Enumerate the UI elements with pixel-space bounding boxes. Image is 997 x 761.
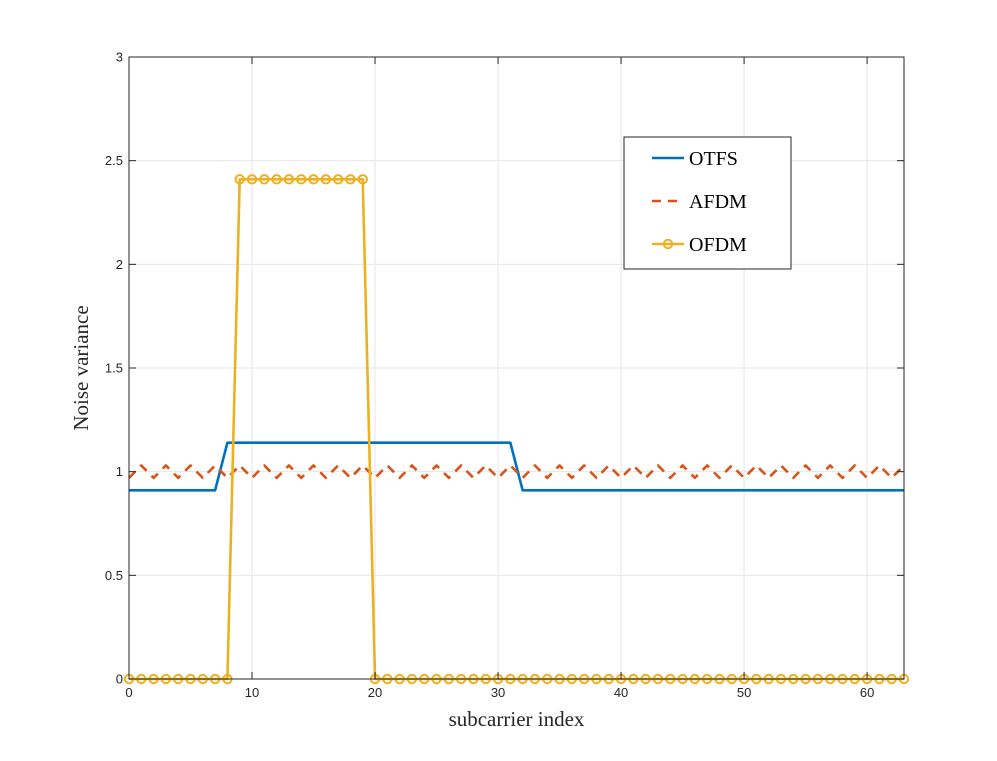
otfs-series-line (129, 441, 904, 492)
x-tick-label: 30 (491, 685, 505, 700)
y-tick-label: 1.5 (105, 361, 123, 376)
ofdm-point (283, 174, 295, 185)
ofdm-point (246, 174, 258, 185)
legend-label-afdm: AFDM (689, 191, 747, 213)
ticks: 0 10 20 30 40 50 60 0 0.5 1 1.5 2 2.5 3 (105, 50, 904, 700)
ofdm-point (320, 174, 332, 185)
ofdm-point (296, 174, 307, 185)
y-tick-label: 2.5 (105, 153, 123, 168)
ofdm-point (308, 174, 319, 185)
y-axis-label: Noise variance (69, 305, 93, 430)
x-axis-label: subcarrier index (449, 707, 585, 731)
ofdm-point (332, 174, 344, 185)
afdm-series-line (128, 464, 905, 480)
x-tick-label: 40 (614, 685, 628, 700)
x-tick-label: 60 (860, 685, 874, 700)
x-tick-label: 0 (125, 685, 132, 700)
y-tick-label: 2 (116, 257, 123, 272)
x-tick-label: 20 (368, 685, 382, 700)
ofdm-point (234, 174, 245, 185)
legend-label-otfs: OTFS (689, 148, 738, 170)
legend-box (623, 136, 792, 270)
ofdm-point (259, 174, 270, 185)
legend-marker-ofdm (662, 238, 674, 250)
legend-label-ofdm: OFDM (689, 234, 747, 256)
legend: OTFS AFDM OFDM (623, 136, 792, 270)
ofdm-point (357, 174, 368, 185)
ofdm-point (345, 174, 356, 185)
y-tick-label: 0.5 (105, 568, 123, 583)
y-tick-label: 1 (116, 464, 123, 479)
y-tick-label: 3 (116, 50, 123, 65)
ofdm-point (271, 174, 282, 185)
x-tick-label: 50 (737, 685, 751, 700)
x-tick-label: 10 (245, 685, 259, 700)
y-tick-label: 0 (116, 672, 123, 687)
